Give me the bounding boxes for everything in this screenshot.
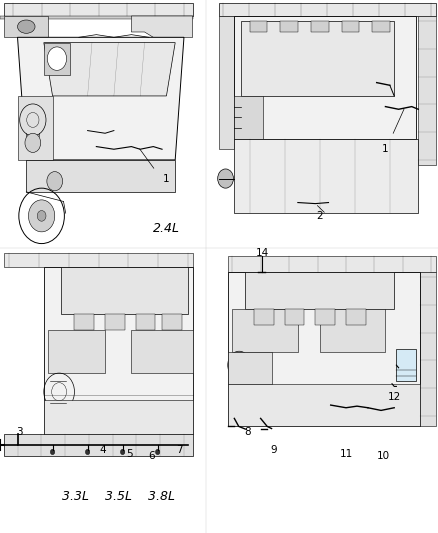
Polygon shape: [234, 16, 416, 139]
Circle shape: [48, 405, 66, 426]
Polygon shape: [418, 16, 436, 165]
Polygon shape: [315, 309, 335, 325]
Circle shape: [37, 211, 46, 221]
Text: 8: 8: [244, 427, 251, 437]
Polygon shape: [0, 16, 193, 19]
Polygon shape: [136, 314, 155, 330]
Text: 14: 14: [256, 248, 269, 258]
Polygon shape: [131, 16, 193, 37]
Polygon shape: [44, 43, 70, 75]
Polygon shape: [44, 400, 193, 434]
Circle shape: [28, 200, 55, 232]
Polygon shape: [320, 309, 385, 352]
Text: 1: 1: [382, 144, 389, 154]
Polygon shape: [285, 309, 304, 325]
Polygon shape: [245, 272, 394, 309]
Polygon shape: [311, 21, 328, 32]
Polygon shape: [234, 96, 263, 139]
Polygon shape: [48, 330, 105, 373]
Polygon shape: [44, 266, 193, 434]
Text: 7: 7: [176, 446, 183, 455]
Polygon shape: [228, 352, 272, 384]
Polygon shape: [250, 21, 267, 32]
Polygon shape: [232, 309, 298, 352]
Polygon shape: [228, 384, 420, 426]
Polygon shape: [74, 314, 94, 330]
Polygon shape: [280, 21, 298, 32]
Circle shape: [47, 47, 67, 70]
Text: 3.3L    3.5L    3.8L: 3.3L 3.5L 3.8L: [62, 490, 175, 503]
Text: 5: 5: [126, 449, 133, 459]
Polygon shape: [4, 16, 48, 37]
Polygon shape: [241, 21, 394, 96]
Polygon shape: [346, 309, 366, 325]
Text: 4: 4: [99, 446, 106, 455]
Text: 2: 2: [316, 211, 323, 221]
Circle shape: [218, 169, 233, 188]
Text: 2.4L: 2.4L: [153, 222, 180, 235]
Circle shape: [25, 133, 41, 152]
Polygon shape: [219, 16, 234, 149]
Text: 6: 6: [148, 451, 155, 461]
Circle shape: [85, 449, 90, 455]
Polygon shape: [105, 314, 125, 330]
Polygon shape: [4, 3, 193, 16]
Circle shape: [47, 172, 63, 191]
Polygon shape: [44, 43, 175, 96]
Polygon shape: [18, 96, 53, 160]
Polygon shape: [228, 256, 436, 272]
Polygon shape: [131, 330, 193, 373]
Polygon shape: [254, 309, 274, 325]
Polygon shape: [219, 3, 436, 16]
Polygon shape: [234, 139, 418, 213]
Text: 12: 12: [388, 392, 401, 402]
Polygon shape: [342, 21, 359, 32]
Polygon shape: [26, 160, 175, 192]
Polygon shape: [396, 349, 416, 381]
Circle shape: [120, 449, 125, 455]
Text: 1: 1: [163, 174, 170, 183]
Circle shape: [155, 449, 160, 455]
Polygon shape: [372, 21, 390, 32]
Ellipse shape: [18, 20, 35, 34]
Polygon shape: [18, 37, 184, 160]
Polygon shape: [4, 253, 193, 266]
Polygon shape: [61, 266, 188, 314]
Text: 10: 10: [377, 451, 390, 461]
Text: 9: 9: [270, 446, 277, 455]
Polygon shape: [4, 434, 193, 456]
Polygon shape: [162, 314, 182, 330]
Text: 11: 11: [339, 449, 353, 459]
Text: 3: 3: [16, 427, 23, 437]
Polygon shape: [420, 272, 436, 426]
Circle shape: [50, 449, 55, 455]
Polygon shape: [228, 272, 420, 426]
